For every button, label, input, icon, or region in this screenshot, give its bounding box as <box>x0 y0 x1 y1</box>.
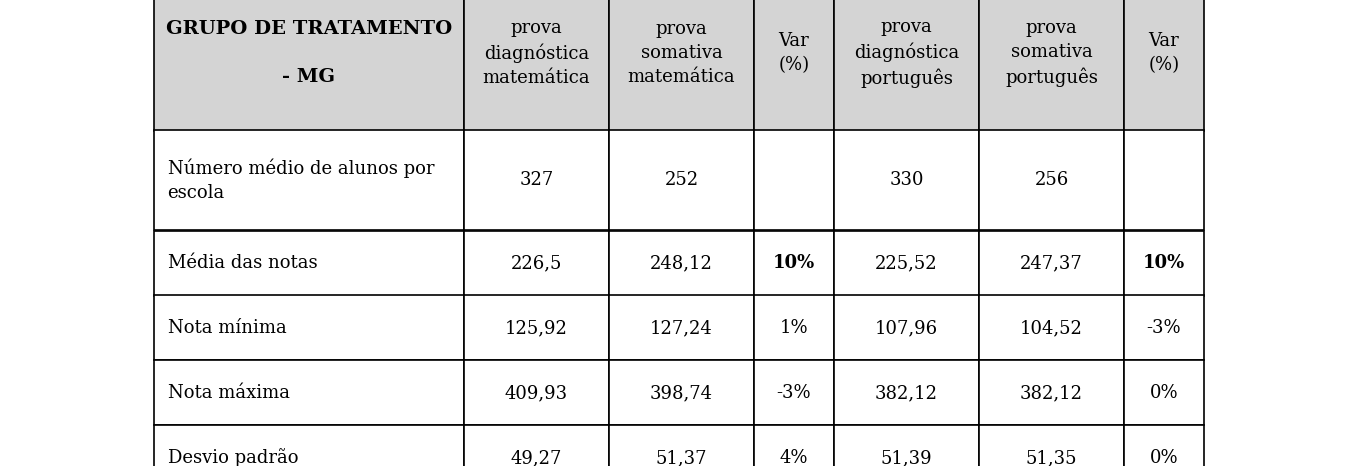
Text: -3%: -3% <box>777 384 811 402</box>
Text: 409,93: 409,93 <box>505 384 568 402</box>
Bar <box>834 425 979 466</box>
Text: Var
(%): Var (%) <box>778 32 809 74</box>
Text: 252: 252 <box>664 171 698 190</box>
Text: prova
somativa
português: prova somativa português <box>1005 20 1097 87</box>
Bar <box>979 231 1124 295</box>
Bar <box>153 361 464 425</box>
Bar <box>464 231 608 295</box>
Text: 51,35: 51,35 <box>1025 449 1077 466</box>
Bar <box>153 295 464 361</box>
Text: Desvio padrão: Desvio padrão <box>167 448 297 466</box>
Bar <box>608 361 754 425</box>
Bar <box>834 0 979 130</box>
Text: 104,52: 104,52 <box>1020 319 1082 337</box>
Bar <box>608 425 754 466</box>
Bar <box>979 295 1124 361</box>
Text: 51,39: 51,39 <box>881 449 933 466</box>
Bar <box>1124 231 1205 295</box>
Bar <box>464 130 608 231</box>
Text: prova
diagnóstica
matemática: prova diagnóstica matemática <box>482 20 591 87</box>
Bar <box>153 425 464 466</box>
Bar <box>1124 130 1205 231</box>
Text: 327: 327 <box>519 171 554 190</box>
Text: prova
somativa
matemática: prova somativa matemática <box>627 21 735 86</box>
Bar <box>608 231 754 295</box>
Text: 51,37: 51,37 <box>656 449 708 466</box>
Bar <box>834 130 979 231</box>
Bar <box>754 130 834 231</box>
Bar <box>979 425 1124 466</box>
Bar <box>834 361 979 425</box>
Bar <box>153 231 464 295</box>
Bar <box>1124 361 1205 425</box>
Text: Número médio de alunos por
escola: Número médio de alunos por escola <box>167 159 435 202</box>
Bar <box>608 130 754 231</box>
Text: 10%: 10% <box>773 254 815 272</box>
Bar <box>754 361 834 425</box>
Text: 398,74: 398,74 <box>650 384 713 402</box>
Bar <box>754 231 834 295</box>
Text: 382,12: 382,12 <box>1020 384 1082 402</box>
Bar <box>1124 0 1205 130</box>
Bar <box>754 295 834 361</box>
Text: 127,24: 127,24 <box>650 319 713 337</box>
Text: 0%: 0% <box>1150 449 1179 466</box>
Text: Var
(%): Var (%) <box>1149 32 1180 74</box>
Text: 107,96: 107,96 <box>875 319 938 337</box>
Text: 330: 330 <box>889 171 923 190</box>
Text: 49,27: 49,27 <box>511 449 562 466</box>
Text: -3%: -3% <box>1146 319 1181 337</box>
Bar <box>464 425 608 466</box>
Text: 1%: 1% <box>779 319 808 337</box>
Bar <box>834 295 979 361</box>
Bar <box>1124 425 1205 466</box>
Bar <box>979 361 1124 425</box>
Text: 248,12: 248,12 <box>650 254 713 272</box>
Bar <box>979 130 1124 231</box>
Bar <box>153 0 464 130</box>
Text: 226,5: 226,5 <box>511 254 562 272</box>
Bar <box>834 231 979 295</box>
Text: 256: 256 <box>1035 171 1069 190</box>
Text: GRUPO DE TRATAMENTO

- MG: GRUPO DE TRATAMENTO - MG <box>166 21 452 86</box>
Text: 247,37: 247,37 <box>1020 254 1082 272</box>
Bar <box>464 361 608 425</box>
Text: prova
diagnóstica
português: prova diagnóstica português <box>854 18 959 88</box>
Text: 4%: 4% <box>779 449 808 466</box>
Bar <box>754 425 834 466</box>
Text: 382,12: 382,12 <box>875 384 938 402</box>
Bar <box>754 0 834 130</box>
Text: 225,52: 225,52 <box>875 254 938 272</box>
Text: Média das notas: Média das notas <box>167 254 318 272</box>
Text: Nota máxima: Nota máxima <box>167 384 289 402</box>
Bar <box>608 295 754 361</box>
Bar <box>1124 295 1205 361</box>
Text: 125,92: 125,92 <box>505 319 568 337</box>
Bar <box>979 0 1124 130</box>
Text: 10%: 10% <box>1143 254 1186 272</box>
Text: Nota mínima: Nota mínima <box>167 319 287 337</box>
Bar <box>464 0 608 130</box>
Bar <box>153 130 464 231</box>
Text: 0%: 0% <box>1150 384 1179 402</box>
Bar <box>608 0 754 130</box>
Bar <box>464 295 608 361</box>
